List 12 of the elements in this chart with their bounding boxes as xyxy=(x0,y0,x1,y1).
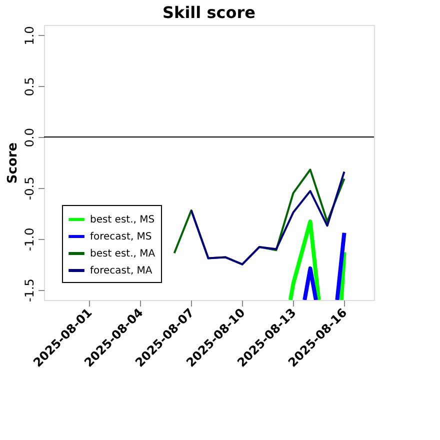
legend-label: best est., MA xyxy=(90,248,156,260)
legend-label: forecast, MS xyxy=(90,232,152,242)
y-tick-label: 1.0 xyxy=(22,26,36,46)
y-tick-label: -1.0 xyxy=(22,228,36,252)
legend-label: best est., MS xyxy=(90,214,155,226)
chart-title: Skill score xyxy=(162,3,256,22)
y-axis-title: Score xyxy=(6,142,20,184)
y-tick-label: -0.5 xyxy=(22,176,36,200)
legend-label: forecast, MA xyxy=(90,266,152,276)
y-tick-label: 0.0 xyxy=(22,128,36,148)
y-tick-label: 0.5 xyxy=(22,77,36,96)
y-tick-label: -1.5 xyxy=(22,278,36,302)
